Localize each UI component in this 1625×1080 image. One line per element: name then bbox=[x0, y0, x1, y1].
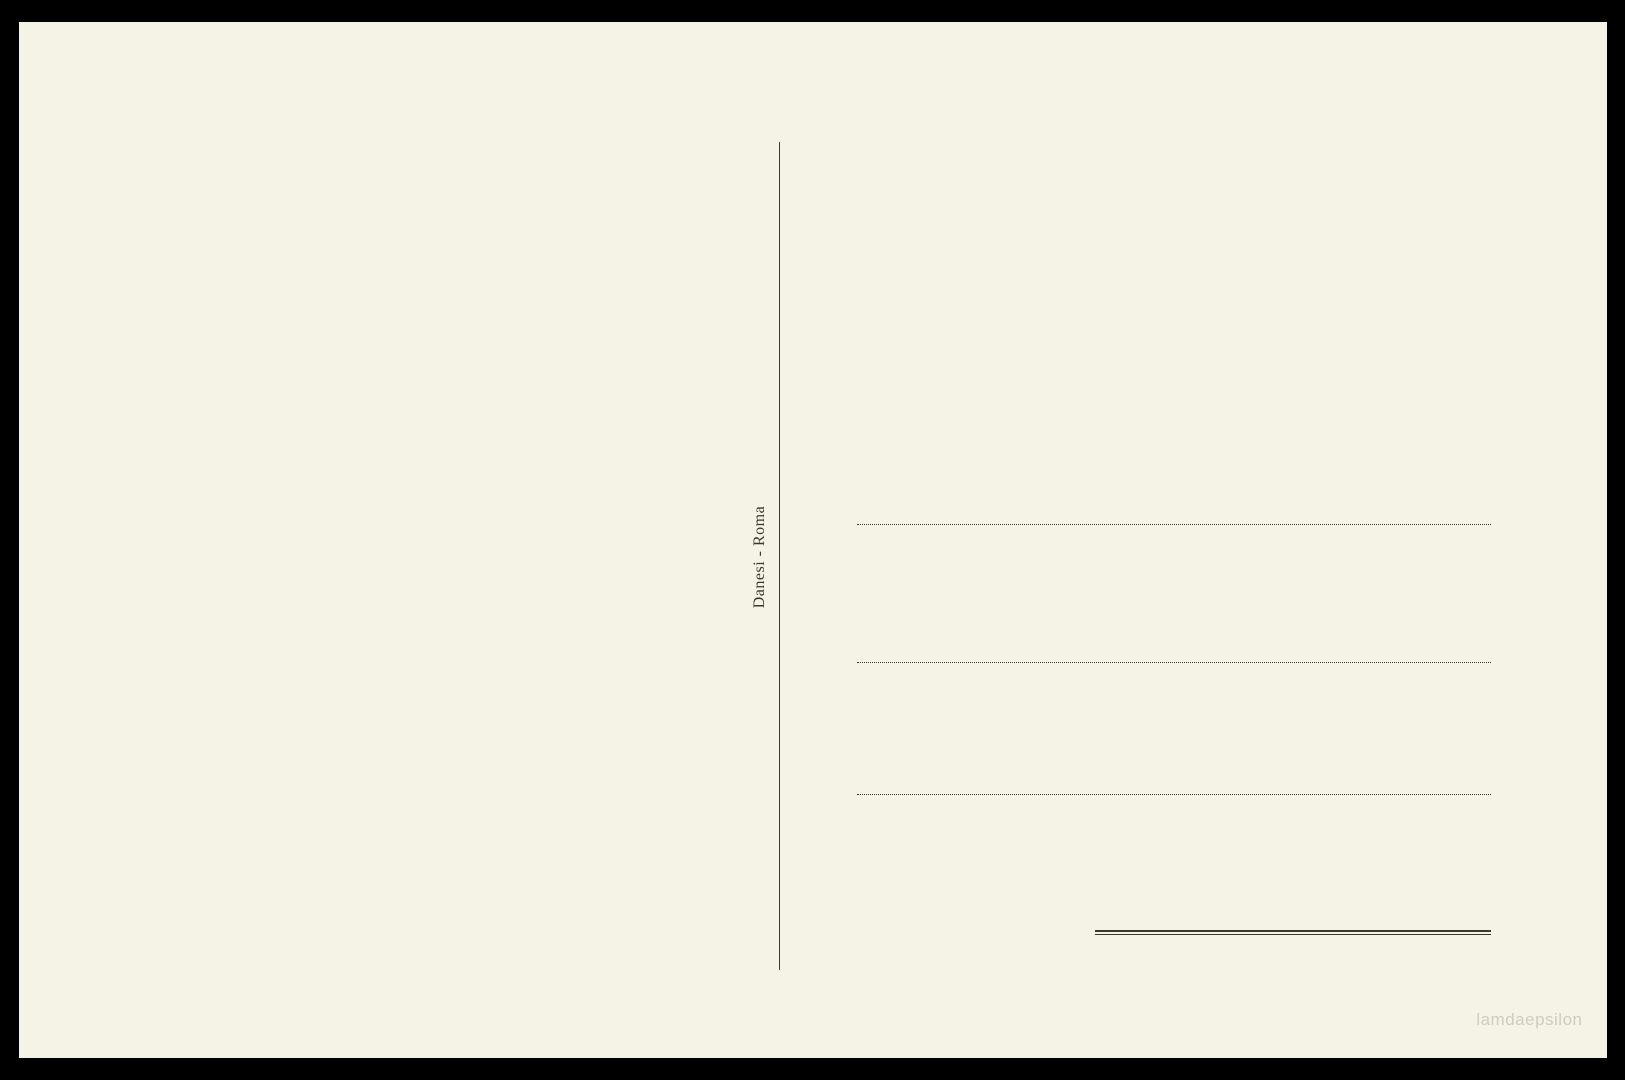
postcard-back: Danesi - Roma lamdaepsilon bbox=[19, 22, 1607, 1058]
address-line-1 bbox=[857, 524, 1491, 525]
bottom-double-rule bbox=[1095, 930, 1491, 935]
watermark-right: lamdaepsilon bbox=[1476, 1010, 1582, 1030]
address-line-3 bbox=[857, 794, 1491, 795]
center-divider bbox=[779, 142, 780, 970]
address-line-2 bbox=[857, 662, 1491, 663]
double-rule-top bbox=[1095, 930, 1491, 932]
double-rule-bottom bbox=[1095, 934, 1491, 935]
publisher-imprint: Danesi - Roma bbox=[751, 506, 769, 608]
